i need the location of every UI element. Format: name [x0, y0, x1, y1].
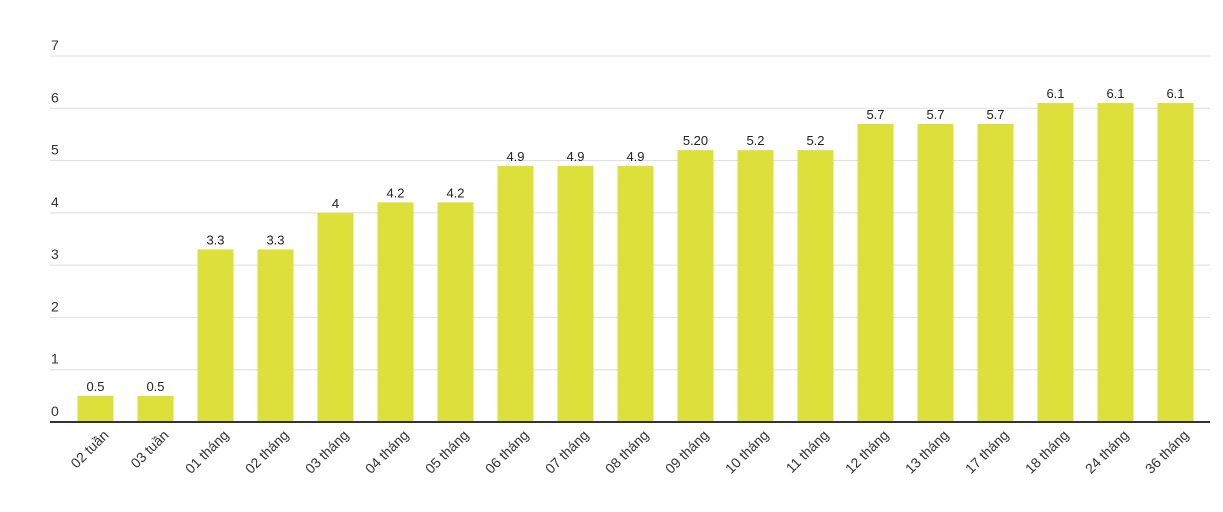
- y-tick-label: 5: [51, 142, 59, 158]
- x-tick-label: 08 tháng: [602, 427, 652, 477]
- bar: [857, 123, 894, 422]
- data-labels: 0.5 0.5 3.3 3.3 4 4.2 4.2 4.9 4.9 4.9 5.20 5.2 5.2 5.…: [86, 86, 1184, 394]
- data-label: 5.2: [806, 133, 824, 148]
- x-tick-label: 36 tháng: [1142, 427, 1192, 477]
- bar: [797, 150, 834, 422]
- x-tick-label: 10 tháng: [722, 427, 772, 477]
- data-label: 5.20: [683, 133, 708, 148]
- data-label: 4.9: [506, 149, 524, 164]
- y-tick-label: 6: [51, 89, 59, 105]
- data-label: 3.3: [266, 232, 284, 247]
- x-tick-label: 17 tháng: [962, 427, 1012, 477]
- x-tick-label: 11 tháng: [782, 427, 831, 476]
- x-tick-label: 02 tháng: [242, 427, 292, 477]
- y-tick-label: 7: [51, 37, 59, 53]
- bar: [317, 212, 354, 422]
- data-label: 0.5: [86, 379, 104, 394]
- x-tick-label: 07 tháng: [542, 427, 592, 477]
- bar: [917, 123, 954, 422]
- data-label: 5.2: [746, 133, 764, 148]
- bar: [677, 150, 714, 422]
- bar: [1097, 103, 1134, 423]
- bar: [737, 150, 774, 422]
- data-label: 6.1: [1046, 86, 1064, 101]
- x-tick-label: 13 tháng: [902, 427, 952, 477]
- y-axis-ticks: 0 1 2 3 4 5 6 7: [51, 37, 59, 419]
- data-label: 5.7: [866, 107, 884, 122]
- x-tick-label: 03 tháng: [302, 427, 352, 477]
- bar: [377, 202, 414, 422]
- x-tick-label: 12 tháng: [842, 427, 892, 477]
- x-tick-label: 06 tháng: [482, 427, 532, 477]
- x-axis-ticks: 02 tuần 03 tuần 01 tháng 02 tháng 03 tháng 04…: [67, 427, 1191, 477]
- bar: [1037, 103, 1074, 423]
- data-label: 3.3: [206, 232, 224, 247]
- data-label: 4: [332, 196, 339, 211]
- bar: [197, 249, 234, 422]
- x-tick-label: 09 tháng: [662, 427, 712, 477]
- bar: [1157, 103, 1194, 423]
- x-tick-label: 01 tháng: [182, 427, 232, 477]
- data-label: 4.2: [446, 185, 464, 200]
- x-tick-label: 02 tuần: [67, 427, 111, 471]
- data-label: 5.7: [926, 107, 944, 122]
- y-tick-label: 2: [51, 298, 59, 314]
- x-tick-label: 05 tháng: [422, 427, 472, 477]
- x-tick-label: 24 tháng: [1082, 427, 1132, 477]
- data-label: 6.1: [1166, 86, 1184, 101]
- bar: [617, 165, 654, 423]
- bar: [437, 202, 474, 422]
- bar: [497, 165, 534, 423]
- y-tick-label: 1: [51, 351, 59, 367]
- x-tick-label: 04 tháng: [362, 427, 412, 477]
- data-label: 4.9: [626, 149, 644, 164]
- data-label: 6.1: [1106, 86, 1124, 101]
- bar: [257, 249, 294, 422]
- y-tick-label: 0: [51, 403, 59, 419]
- bars: [77, 103, 1194, 423]
- x-tick-label: 03 tuần: [127, 427, 171, 471]
- data-label: 5.7: [986, 107, 1004, 122]
- data-label: 4.9: [566, 149, 584, 164]
- bar: [77, 395, 114, 422]
- y-tick-label: 4: [51, 194, 59, 210]
- bar: [977, 123, 1014, 422]
- x-tick-label: 18 tháng: [1022, 427, 1072, 477]
- bar: [557, 165, 594, 423]
- bar: [137, 395, 174, 422]
- data-label: 4.2: [386, 185, 404, 200]
- data-label: 0.5: [146, 379, 164, 394]
- y-tick-label: 3: [51, 246, 59, 262]
